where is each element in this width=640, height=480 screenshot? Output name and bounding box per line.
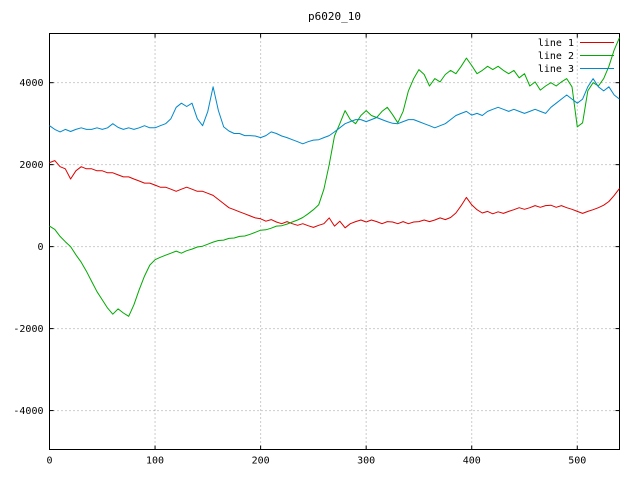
y-tick-label: 0 [37,242,43,253]
y-tick-label: 4000 [19,78,43,89]
legend-label: line 2 [538,51,574,62]
y-tick-label: -4000 [13,406,43,417]
chart-title: p6020_10 [308,10,361,23]
x-tick-label: 100 [146,456,164,467]
x-tick-label: 500 [568,456,586,467]
series-line-2 [49,37,620,317]
series-line-1 [49,160,620,229]
legend-label: line 3 [538,64,574,75]
x-tick-label: 400 [463,456,481,467]
x-tick-label: 200 [252,456,270,467]
y-tick-label: -2000 [13,324,43,335]
plot-border [49,33,620,450]
x-tick-label: 300 [357,456,375,467]
x-tick-label: 0 [46,456,52,467]
legend-label: line 1 [538,38,574,49]
y-tick-label: 2000 [19,160,43,171]
series-line-3 [49,78,620,145]
